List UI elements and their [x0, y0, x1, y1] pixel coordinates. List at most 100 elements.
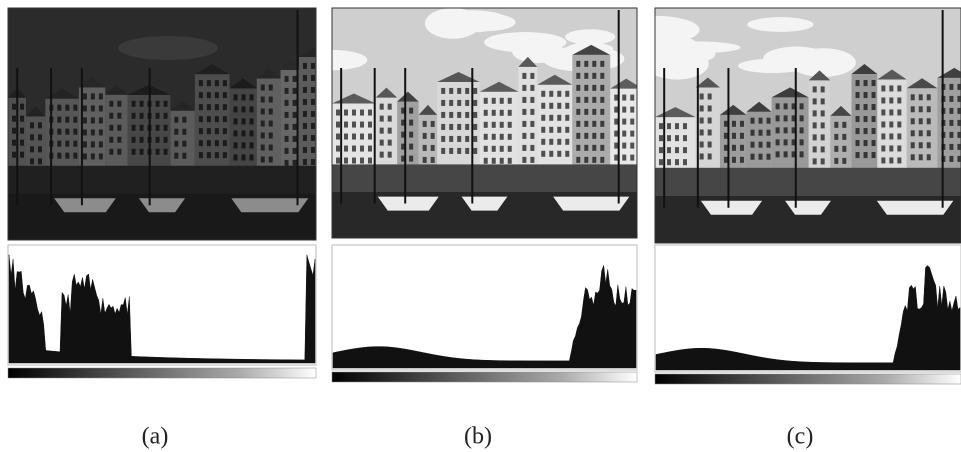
window: [864, 104, 868, 110]
window: [541, 151, 545, 157]
window: [584, 109, 588, 115]
window: [881, 157, 885, 163]
window: [293, 112, 297, 118]
window: [889, 121, 893, 127]
window: [584, 133, 588, 139]
window: [614, 131, 618, 137]
window: [813, 86, 817, 92]
window: [269, 109, 273, 115]
page: (a) (b) (c) (() => { const data = JSON.p…: [0, 0, 961, 452]
window: [368, 146, 372, 152]
window: [708, 141, 712, 147]
window: [117, 101, 121, 107]
window: [388, 104, 392, 110]
window: [99, 141, 103, 147]
window: [557, 151, 561, 157]
window: [319, 63, 323, 69]
window: [473, 88, 477, 94]
window: [872, 104, 876, 110]
window: [700, 141, 704, 147]
window: [12, 104, 16, 110]
window: [784, 151, 788, 157]
window: [344, 134, 348, 140]
window: [484, 110, 488, 116]
window: [530, 121, 534, 127]
window: [269, 145, 273, 151]
window: [99, 117, 103, 123]
window: [352, 146, 356, 152]
window: [234, 154, 238, 160]
window: [492, 110, 496, 116]
cloud: [425, 8, 481, 39]
street: [8, 166, 316, 194]
window: [465, 148, 469, 154]
cloud: [763, 47, 829, 71]
window: [856, 116, 860, 122]
window: [83, 93, 87, 99]
window: [622, 143, 626, 149]
window: [156, 137, 160, 143]
window: [484, 98, 488, 104]
window: [600, 133, 604, 139]
window: [522, 121, 526, 127]
window: [360, 146, 364, 152]
window: [215, 128, 219, 134]
photo: [297, 8, 642, 238]
window: [441, 88, 445, 94]
window: [740, 157, 744, 163]
window: [269, 157, 273, 163]
window: [541, 139, 545, 145]
window: [465, 100, 469, 106]
window: [83, 129, 87, 135]
window: [592, 133, 596, 139]
window: [65, 129, 69, 135]
window: [57, 129, 61, 135]
window: [881, 97, 885, 103]
caption: (c): [787, 424, 814, 450]
window: [522, 133, 526, 139]
window: [800, 139, 804, 145]
window: [565, 91, 569, 97]
window: [73, 117, 77, 123]
window: [927, 130, 931, 136]
window: [99, 93, 103, 99]
window: [91, 117, 95, 123]
window: [776, 151, 780, 157]
window: [708, 93, 712, 99]
window: [261, 109, 265, 115]
window: [30, 158, 34, 164]
window: [174, 117, 178, 123]
window: [473, 100, 477, 106]
window: [949, 96, 953, 102]
gradient-bar: [655, 374, 961, 384]
window: [99, 129, 103, 135]
window: [872, 152, 876, 158]
window: [659, 159, 663, 165]
window: [881, 121, 885, 127]
window: [431, 133, 435, 139]
window: [465, 88, 469, 94]
window: [767, 154, 771, 160]
window: [73, 153, 77, 159]
window: [140, 113, 144, 119]
window: [261, 145, 265, 151]
window: [492, 98, 496, 104]
window: [864, 128, 868, 134]
window: [91, 141, 95, 147]
window: [293, 160, 297, 166]
window: [565, 151, 569, 157]
window: [630, 107, 634, 113]
window: [83, 141, 87, 147]
window: [223, 80, 227, 86]
window: [319, 75, 323, 81]
window: [659, 135, 663, 141]
window: [344, 146, 348, 152]
window: [327, 147, 331, 153]
window: [368, 122, 372, 128]
window: [117, 137, 121, 143]
window: [38, 122, 42, 128]
window: [813, 122, 817, 128]
window: [957, 120, 961, 126]
window: [336, 158, 340, 164]
window: [700, 153, 704, 159]
